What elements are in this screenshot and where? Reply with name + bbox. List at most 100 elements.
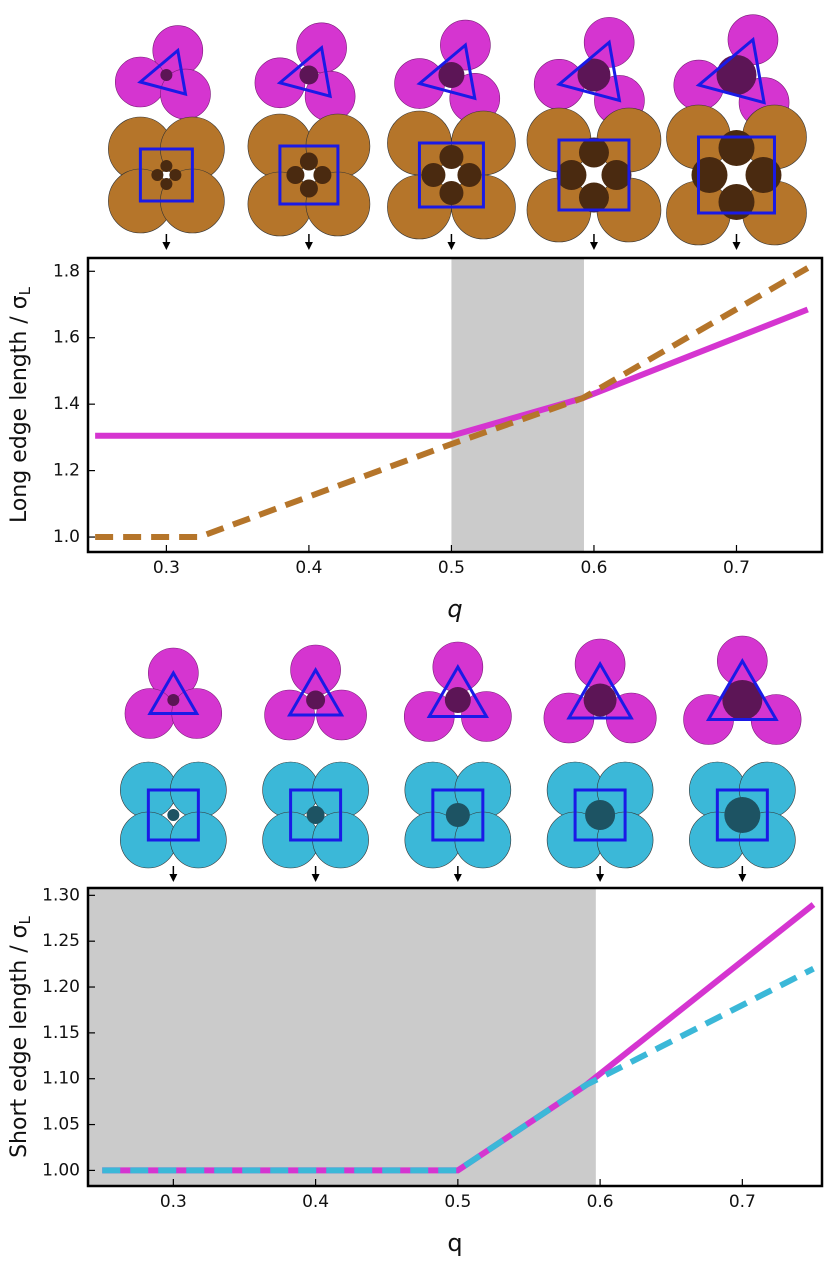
small-sphere xyxy=(299,179,318,198)
small-sphere xyxy=(691,157,728,193)
x-tick-label: 0.4 xyxy=(295,558,322,578)
y-axis-label-subscript: L xyxy=(16,286,34,295)
arrow-head xyxy=(311,874,320,882)
y-tick-label: 1.05 xyxy=(42,1115,80,1135)
arrow-head xyxy=(596,874,605,882)
x-tick-label: 0.3 xyxy=(153,558,180,578)
y-tick-label: 1.10 xyxy=(42,1069,80,1089)
x-tick-label: 0.5 xyxy=(438,558,465,578)
small-sphere xyxy=(160,69,173,81)
shaded-region xyxy=(88,888,596,1186)
triangle-outline xyxy=(287,666,345,717)
square-outline xyxy=(715,788,769,842)
small-sphere xyxy=(724,797,761,833)
small-sphere xyxy=(439,145,464,169)
arrow-head xyxy=(732,242,741,250)
small-sphere xyxy=(578,137,609,168)
small-sphere xyxy=(299,152,318,171)
illustration xyxy=(403,641,512,882)
y-tick-label: 1.6 xyxy=(53,328,80,348)
small-sphere xyxy=(457,163,482,187)
y-tick-label: 1.25 xyxy=(42,931,80,951)
small-sphere xyxy=(167,694,180,706)
y-tick-label: 1.30 xyxy=(42,885,80,905)
x-tick-label: 0.7 xyxy=(729,1192,756,1212)
small-sphere xyxy=(445,803,470,827)
triangle-outline xyxy=(147,669,200,715)
small-sphere xyxy=(421,163,446,187)
x-tick-label: 0.4 xyxy=(302,1192,329,1212)
square-outline xyxy=(573,788,627,842)
small-sphere xyxy=(299,65,319,85)
y-tick-label: 1.4 xyxy=(53,394,80,414)
illustration xyxy=(247,22,371,250)
small-sphere xyxy=(313,166,332,184)
illustration xyxy=(262,644,369,882)
small-sphere xyxy=(306,806,325,824)
square-outline xyxy=(138,147,194,203)
illustration xyxy=(387,19,516,250)
triangle-outline xyxy=(566,660,634,720)
arrow-head xyxy=(589,242,598,250)
illustration xyxy=(120,647,227,882)
small-sphere xyxy=(444,687,471,713)
x-tick-label: 0.5 xyxy=(444,1192,471,1212)
triangle-outline xyxy=(276,44,333,99)
square-outline xyxy=(146,788,200,842)
arrow-head xyxy=(447,242,456,250)
small-sphere xyxy=(583,683,617,717)
square-outline xyxy=(557,138,631,212)
small-sphere xyxy=(718,184,755,220)
x-tick-label: 0.3 xyxy=(160,1192,187,1212)
small-sphere xyxy=(169,169,182,181)
triangle-outline xyxy=(137,47,188,97)
small-sphere xyxy=(578,182,609,213)
series-line xyxy=(95,306,809,439)
square-outline xyxy=(289,788,343,842)
small-sphere xyxy=(306,690,326,710)
illustration xyxy=(666,14,807,250)
x-tick-label: 0.6 xyxy=(580,558,607,578)
small-sphere xyxy=(601,160,632,190)
triangle-outline xyxy=(556,39,622,103)
y-tick-label: 1.00 xyxy=(42,1160,80,1180)
y-axis-label-text: Long edge length / σ xyxy=(7,295,32,523)
y-tick-label: 1.8 xyxy=(53,261,80,281)
x-axis-label: q xyxy=(447,1229,462,1257)
small-sphere xyxy=(718,130,755,166)
triangle-outline xyxy=(695,36,766,105)
chart: 0.3 0.4 0.5 0.6 0.7 1.0 1.2 1.4 1.6 1.8 q Long edge… xyxy=(7,14,824,623)
illustration xyxy=(543,638,657,882)
illustration xyxy=(526,17,662,250)
triangle-outline xyxy=(426,664,490,718)
illustration xyxy=(683,635,802,882)
y-axis-label: Long edge length / σL xyxy=(7,286,34,523)
small-sphere xyxy=(438,62,465,88)
square-outline xyxy=(417,141,485,209)
x-axis-label: q xyxy=(447,595,462,623)
illustration xyxy=(108,25,225,250)
square-outline xyxy=(696,135,776,215)
small-sphere xyxy=(745,157,782,193)
small-sphere xyxy=(286,166,305,184)
arrow-head xyxy=(169,874,178,882)
y-tick-label: 1.2 xyxy=(53,461,80,481)
arrow-head xyxy=(304,242,313,250)
small-sphere xyxy=(577,58,611,92)
y-tick-label: 1.0 xyxy=(53,527,80,547)
y-axis-label-subscript: L xyxy=(16,915,34,924)
triangle-outline xyxy=(705,658,779,721)
arrow-head xyxy=(453,874,462,882)
arrow-head xyxy=(162,242,171,250)
arrow-head xyxy=(738,874,747,882)
small-sphere xyxy=(160,160,173,172)
square-outline xyxy=(431,788,485,842)
y-axis-label-text: Short edge length / σ xyxy=(7,924,32,1158)
small-sphere xyxy=(151,169,164,181)
y-axis-label: Short edge length / σL xyxy=(7,915,34,1158)
x-tick-label: 0.6 xyxy=(587,1192,614,1212)
square-outline xyxy=(278,144,340,206)
plot-frame xyxy=(86,886,824,1188)
y-tick-label: 1.20 xyxy=(42,977,80,997)
